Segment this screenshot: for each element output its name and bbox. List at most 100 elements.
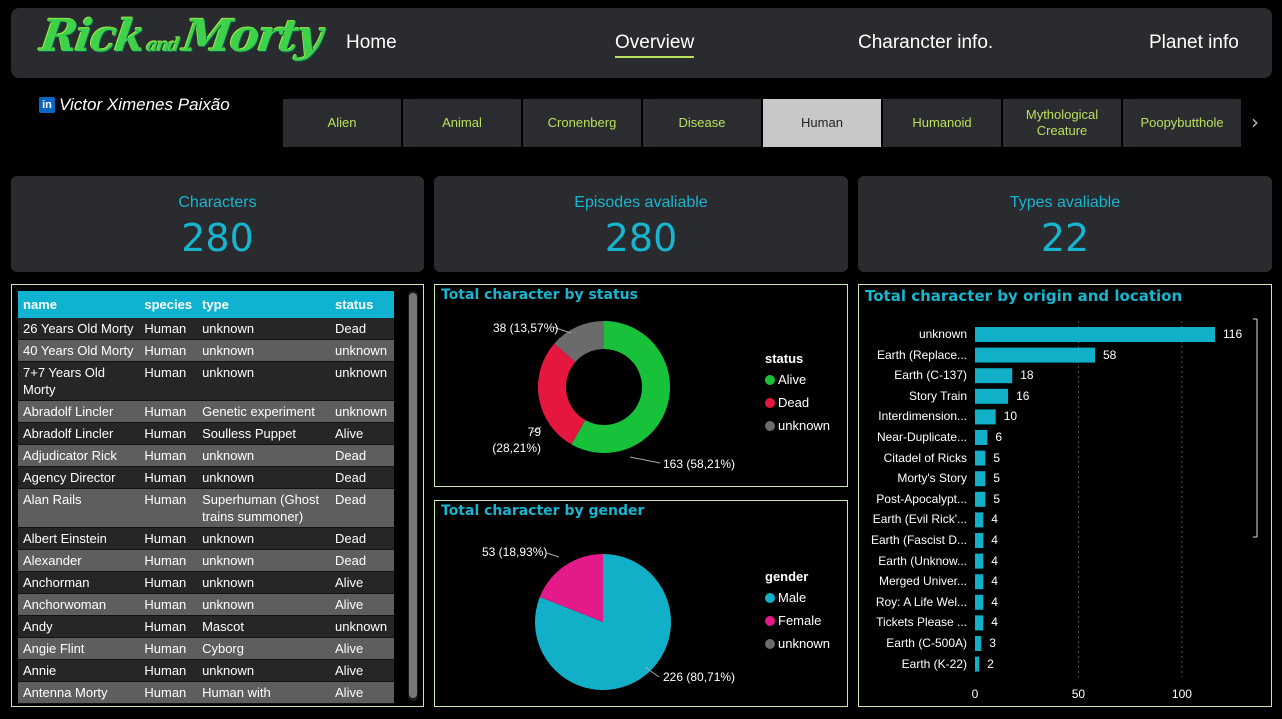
- kpi-value: 22: [1040, 216, 1090, 260]
- bar[interactable]: [975, 491, 986, 507]
- legend-item-dead[interactable]: Dead: [765, 395, 830, 410]
- dot-icon: [765, 397, 775, 408]
- cell-status: Alive: [330, 422, 394, 445]
- table-row[interactable]: 7+7 Years Old Morty Human unknown unknown: [18, 361, 394, 401]
- bar[interactable]: [975, 533, 984, 548]
- tab-alien[interactable]: Alien: [283, 99, 401, 147]
- tab-humanoid[interactable]: Humanoid: [883, 99, 1001, 147]
- table-row[interactable]: Annie Human unknown Alive: [18, 659, 394, 682]
- bar-value-label: 18: [1020, 368, 1034, 383]
- cell-type: unknown: [197, 339, 331, 362]
- bar[interactable]: [975, 409, 996, 425]
- cell-status: unknown: [330, 339, 394, 362]
- column-header-status[interactable]: status: [330, 291, 394, 318]
- cell-name: Alan Rails: [18, 488, 140, 528]
- bar-category-label: Interdimension...: [878, 409, 967, 424]
- legend-item-alive[interactable]: Alive: [765, 372, 830, 387]
- table-row[interactable]: Anchorwoman Human unknown Alive: [18, 593, 394, 616]
- bar[interactable]: [975, 430, 988, 445]
- bar-category-label: Near-Duplicate...: [876, 430, 967, 444]
- table-row[interactable]: 40 Years Old Morty Human unknown unknown: [18, 339, 394, 362]
- column-header-name[interactable]: name: [18, 291, 140, 318]
- nav-overview[interactable]: Overview: [615, 32, 695, 58]
- legend-item-female[interactable]: Female: [765, 613, 830, 628]
- status-donut-chart: [530, 321, 670, 464]
- tab-human[interactable]: Human: [763, 99, 881, 147]
- bar[interactable]: [975, 347, 1095, 363]
- nav-character-info[interactable]: Charancter info.: [858, 32, 994, 53]
- slice-female[interactable]: [539, 554, 603, 622]
- character-table-panel: name species type status 26 Years Old Mo…: [11, 284, 424, 707]
- top-nav-bar: Rick and Morty Home Overview Charancter …: [11, 8, 1272, 78]
- legend-title: status: [765, 351, 804, 366]
- legend-item-male[interactable]: Male: [765, 590, 830, 605]
- bar[interactable]: [975, 574, 984, 590]
- column-header-type[interactable]: type: [197, 291, 331, 318]
- bar-value-label: 4: [991, 615, 998, 630]
- tab-animal[interactable]: Animal: [403, 99, 521, 147]
- nav-home[interactable]: Home: [346, 32, 397, 53]
- bar[interactable]: [975, 327, 1215, 342]
- bar[interactable]: [975, 512, 984, 528]
- table-row[interactable]: Antenna Morty Human Human with Alive: [18, 681, 394, 704]
- cell-type: unknown: [197, 466, 331, 489]
- tab-cronenberg[interactable]: Cronenberg: [523, 99, 641, 147]
- tab-poopybutthole[interactable]: Poopybutthole: [1123, 99, 1241, 147]
- table-row[interactable]: Albert Einstein Human unknown Dead: [18, 527, 394, 550]
- table-row[interactable]: Adjudicator Rick Human unknown Dead: [18, 444, 394, 467]
- column-header-species[interactable]: species: [139, 291, 198, 318]
- bar-value-label: 5: [993, 450, 1001, 465]
- cell-species: Human: [139, 549, 198, 572]
- bar[interactable]: [975, 636, 982, 651]
- slice-alive[interactable]: [571, 321, 670, 453]
- bar-category-label: Morty's Story: [897, 471, 967, 486]
- bar[interactable]: [975, 553, 984, 569]
- cell-name: Agency Director: [18, 466, 140, 489]
- scrollbar-thumb[interactable]: [409, 293, 417, 698]
- cell-status: Dead: [330, 488, 394, 528]
- bar-category-label: Earth (Evil Rick'...: [872, 512, 967, 527]
- cell-type: unknown: [197, 593, 331, 616]
- tab-disease[interactable]: Disease: [643, 99, 761, 147]
- bar-category-label: Story Train: [908, 388, 967, 403]
- chevron-right-icon[interactable]: ›: [1251, 110, 1259, 134]
- slice-unknown[interactable]: [554, 321, 604, 362]
- gender-pie-chart: [535, 552, 671, 690]
- author-link[interactable]: in Victor Ximenes Paixão: [39, 95, 230, 115]
- x-tick-label: 100: [1171, 687, 1192, 702]
- table-row[interactable]: Alexander Human unknown Dead: [18, 549, 394, 572]
- bar-value-label: 6: [995, 430, 1003, 444]
- table-row[interactable]: Andy Human Mascot unknown: [18, 615, 394, 638]
- table-row[interactable]: Abradolf Lincler Human Soulless Puppet Aliv…: [18, 422, 394, 445]
- leader-line: [546, 552, 560, 558]
- bar[interactable]: [975, 368, 1013, 384]
- table-row[interactable]: Anchorman Human unknown Alive: [18, 571, 394, 594]
- table-row[interactable]: 26 Years Old Morty Human unknown Dead: [18, 318, 394, 340]
- bar[interactable]: [975, 594, 984, 610]
- tab-mythological-creature[interactable]: Mythological Creature: [1003, 99, 1121, 147]
- legend-item-unknown[interactable]: unknown: [765, 418, 830, 433]
- legend-item-unknown[interactable]: unknown: [765, 636, 830, 651]
- bar[interactable]: [975, 388, 1009, 404]
- table-row[interactable]: Agency Director Human unknown Dead: [18, 466, 394, 489]
- bar[interactable]: [975, 450, 986, 466]
- nav-planet-info[interactable]: Planet info: [1149, 32, 1239, 53]
- bar[interactable]: [975, 615, 984, 631]
- table-row[interactable]: Alan Rails Human Superhuman (Ghost trains …: [18, 488, 394, 528]
- bar-value-label: 4: [991, 553, 998, 568]
- rick-and-morty-logo[interactable]: Rick and Morty: [37, 11, 325, 62]
- slice-dead[interactable]: [538, 343, 586, 445]
- leader-line: [644, 666, 660, 678]
- table-row[interactable]: Angie Flint Human Cyborg Alive: [18, 637, 394, 660]
- cell-name: Abradolf Lincler: [18, 400, 140, 423]
- table-row[interactable]: Abradolf Lincler Human Genetic experiment u…: [18, 400, 394, 423]
- chart-title: Total character by origin and location: [865, 287, 1183, 305]
- bar[interactable]: [975, 656, 980, 672]
- gender-chart-panel: Total character by gender 53 (18,93%) 22…: [434, 500, 848, 707]
- kpi-characters: Characters 280: [11, 176, 424, 272]
- table-scrollbar[interactable]: [408, 291, 418, 701]
- legend-label: Dead: [778, 395, 810, 410]
- bar[interactable]: [975, 471, 986, 487]
- bar-category-label: unknown: [918, 327, 967, 341]
- cell-name: Antenna Morty: [18, 681, 140, 704]
